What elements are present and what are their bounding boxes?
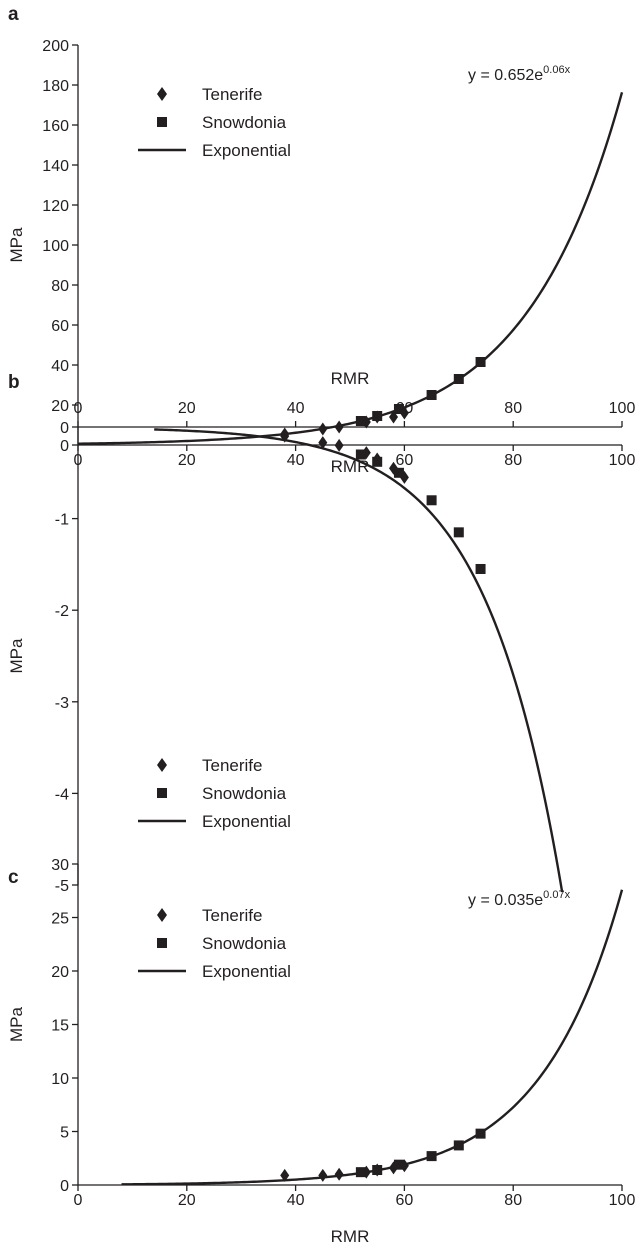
tenerife-point — [280, 1168, 290, 1182]
x-tick-label: 0 — [74, 1192, 83, 1209]
y-tick-label: 40 — [51, 358, 69, 375]
y-tick-label: 30 — [51, 857, 69, 874]
x-tick-label: 40 — [287, 400, 305, 417]
x-axis-title: RMR — [331, 457, 370, 476]
y-tick-label: -3 — [55, 695, 69, 712]
tenerife-point — [334, 438, 344, 452]
y-tick-label: 80 — [51, 278, 69, 295]
panel-letter: c — [8, 867, 19, 888]
x-tick-label: 20 — [178, 400, 196, 417]
legend-label: Exponential — [202, 812, 291, 831]
legend-label: Exponential — [202, 141, 291, 160]
legend-label: Snowdonia — [202, 113, 287, 132]
x-tick-label: 60 — [396, 400, 414, 417]
x-axis-title: RMR — [331, 1227, 370, 1246]
legend: Tenerife Snowdonia Exponential — [138, 85, 291, 160]
fit-equation: y = 0.035e0.07x — [468, 889, 571, 909]
legend-square-icon — [157, 788, 167, 798]
legend-square-icon — [157, 117, 167, 127]
legend: Tenerife Snowdonia Exponential — [138, 906, 291, 981]
fit-equation-exponent: 0.07x — [543, 889, 570, 901]
legend-label: Tenerife — [202, 906, 262, 925]
tenerife-point — [318, 1168, 328, 1182]
snowdonia-point — [355, 449, 366, 460]
x-tick-label: 100 — [609, 452, 636, 469]
x-tick-label: 60 — [396, 452, 414, 469]
x-tick-label: 100 — [609, 400, 636, 417]
x-axis-title: RMR — [331, 369, 370, 388]
y-tick-label: 0 — [60, 420, 69, 437]
y-tick-label: 15 — [51, 1018, 69, 1035]
legend-label: Tenerife — [202, 756, 262, 775]
panel-letter: b — [8, 372, 20, 393]
y-tick-label: -2 — [55, 603, 69, 620]
legend-diamond-icon — [157, 908, 167, 922]
y-tick-label: -4 — [55, 786, 69, 803]
tenerife-point — [318, 436, 328, 450]
y-tick-label: 120 — [42, 198, 69, 215]
y-tick-label: 60 — [51, 318, 69, 335]
x-tick-label: 60 — [396, 1192, 414, 1209]
x-tick-label: 40 — [287, 1192, 305, 1209]
legend-square-icon — [157, 938, 167, 948]
legend-label: Exponential — [202, 962, 291, 981]
x-tick-label: 80 — [504, 400, 522, 417]
exponential-fit-line — [77, 92, 624, 445]
x-tick-label: 80 — [504, 1192, 522, 1209]
y-axis-title: MPa — [7, 638, 26, 674]
y-tick-label: 5 — [60, 1125, 69, 1142]
y-tick-label: 100 — [42, 238, 69, 255]
legend-label: Snowdonia — [202, 784, 287, 803]
fit-equation: y = 0.652e0.06x — [468, 64, 571, 84]
y-tick-label: -5 — [55, 878, 69, 895]
legend-label: Snowdonia — [202, 934, 287, 953]
x-tick-label: 40 — [287, 452, 305, 469]
y-axis-title: MPa — [7, 227, 26, 263]
fit-equation-exponent: 0.06x — [543, 64, 570, 76]
panel-b: b 0 -1 -2 -3 -4 -5 0 20 40 60 80 100 RMR MPa Tenerife Sn… — [7, 369, 635, 895]
y-tick-label: 0 — [60, 438, 69, 455]
legend-diamond-icon — [157, 758, 167, 772]
y-axis-title: MPa — [7, 1006, 26, 1042]
legend: Tenerife Snowdonia Exponential — [138, 756, 291, 831]
snowdonia-point — [426, 495, 437, 506]
y-tick-label: 20 — [51, 964, 69, 981]
x-tick-label: 100 — [609, 1192, 636, 1209]
exponential-fit-line — [154, 428, 564, 893]
x-tick-label: 20 — [178, 452, 196, 469]
legend-diamond-icon — [157, 87, 167, 101]
snowdonia-point — [393, 467, 404, 478]
exponential-fit-line — [121, 889, 624, 1186]
snowdonia-point — [453, 527, 464, 538]
x-tick-label: 0 — [74, 400, 83, 417]
x-tick-label: 80 — [504, 452, 522, 469]
y-tick-label: 0 — [60, 1178, 69, 1195]
y-tick-label: 200 — [42, 38, 69, 55]
snowdonia-point — [475, 563, 486, 574]
y-tick-label: -1 — [55, 512, 69, 529]
panel-c: c 0 5 10 15 20 25 30 0 20 40 60 80 100 RMR MPa Tenerife S… — [7, 857, 635, 1246]
tenerife-point — [334, 1167, 344, 1181]
x-tick-label: 20 — [178, 1192, 196, 1209]
y-tick-label: 140 — [42, 158, 69, 175]
y-tick-label: 160 — [42, 118, 69, 135]
y-tick-label: 180 — [42, 78, 69, 95]
snowdonia-point — [372, 456, 383, 467]
legend-label: Tenerife — [202, 85, 262, 104]
y-tick-label: 20 — [51, 398, 69, 415]
y-tick-label: 10 — [51, 1071, 69, 1088]
y-tick-label: 25 — [51, 911, 69, 928]
panel-letter: a — [8, 4, 19, 25]
